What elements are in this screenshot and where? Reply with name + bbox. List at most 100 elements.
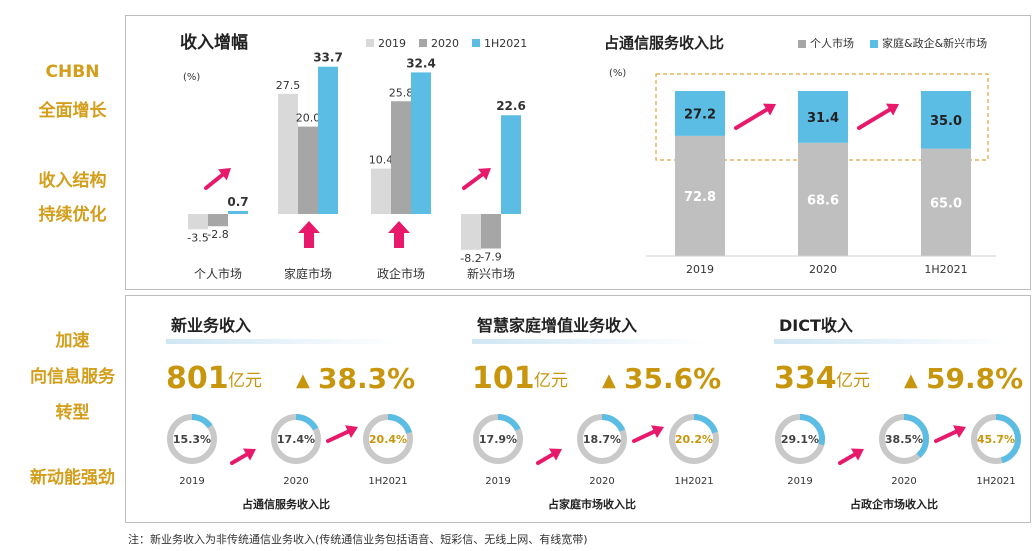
- ring-fill: [167, 414, 217, 464]
- ring-label-1-2: 20.2%: [675, 433, 713, 446]
- pink-up-arrow: [298, 221, 320, 248]
- metric-growth-1: 35.6%: [624, 362, 721, 395]
- legend-label-other: 家庭&政企&新兴市场: [882, 36, 987, 50]
- ring-2-0: 29.1% 2019: [775, 414, 825, 487]
- ring-2-1: 38.5% 2020: [879, 414, 929, 487]
- growth-bar-1-0: [278, 93, 298, 214]
- ring-0-1: 17.4% 2020: [271, 414, 321, 487]
- metric-growth-0: 38.3%: [318, 362, 415, 395]
- ring-label-1-1: 18.7%: [583, 433, 621, 446]
- share-category-label-1: 2020: [809, 263, 837, 276]
- share-category-label-2: 1H2021: [924, 263, 967, 276]
- growth-category-label-2: 政企市场: [377, 266, 425, 281]
- metric-underline-1: [472, 339, 707, 344]
- metric-caption-0: 占通信服务收入比: [242, 497, 330, 511]
- growth-bar-0-2: [228, 210, 248, 214]
- ring-label-0-0: 15.3%: [173, 433, 211, 446]
- growth-chart-unit: (%): [183, 72, 200, 83]
- metric-group-0: 新业务收入 801 亿元 ▲ 38.3% 15.3% 2019 17.4% 2020 20.4% 1…: [166, 316, 415, 511]
- growth-value-label-3-2: 22.6: [496, 99, 526, 113]
- share-chart-title: 占通信服务收入比: [604, 34, 724, 52]
- growth-chart-title: 收入增幅: [180, 32, 248, 53]
- growth-value-label-3-1: -7.9: [480, 251, 501, 264]
- ring-label-2-0: 29.1%: [781, 433, 819, 446]
- ring-label-1-0: 17.9%: [479, 433, 517, 446]
- growth-bar-2-1: [391, 101, 411, 214]
- metric-group-1: 智慧家庭增值业务收入 101 亿元 ▲ 35.6% 17.9% 2019 18.7% 2020 2…: [472, 316, 721, 511]
- share-bar-personal-1: [798, 142, 848, 256]
- sidebar-structure: 收入结构: [38, 171, 107, 191]
- ring-fill: [363, 414, 413, 464]
- ring-fill: [271, 414, 321, 464]
- legend-label-2019: 2019: [378, 37, 406, 50]
- share-bar-personal-0: [675, 135, 725, 256]
- metric-caption-2: 占政企市场收入比: [850, 497, 938, 511]
- growth-bar-2-2: [411, 72, 431, 214]
- growth-bar-3-1: [481, 214, 501, 249]
- share-label-personal-1: 68.6: [807, 193, 839, 208]
- ring-label-0-1: 17.4%: [277, 433, 315, 446]
- growth-value-label-0-1: -2.8: [207, 228, 228, 241]
- metric-up-triangle-icon-2: ▲: [904, 370, 918, 391]
- legend-swatch-1h2021: [472, 39, 480, 47]
- metric-unit-0: 亿元: [228, 371, 262, 391]
- metric-group-2: DICT收入 334 亿元 ▲ 59.8% 29.1% 2019 38.5% 2020 45.7%…: [774, 316, 1023, 511]
- ring-2-2: 45.7% 1H2021: [971, 414, 1021, 487]
- sidebar-to-info: 向信息服务: [30, 367, 115, 387]
- ring-1-2: 20.2% 1H2021: [669, 414, 719, 487]
- share-label-personal-2: 65.0: [930, 196, 962, 211]
- ring-label-2-1: 38.5%: [885, 433, 923, 446]
- growth-bar-2-0: [371, 168, 391, 214]
- pink-trend-arrow: [734, 103, 776, 130]
- metric-title-0: 新业务收入: [171, 316, 251, 335]
- share-bar-other-0: [675, 91, 725, 136]
- metric-unit-1: 亿元: [534, 371, 568, 391]
- growth-bar-3-0: [461, 214, 481, 250]
- sidebar-chbn: CHBN: [45, 62, 100, 82]
- share-bar-other-2: [921, 91, 971, 149]
- legend-label-2020: 2020: [431, 37, 459, 50]
- ring-0-0: 15.3% 2019: [167, 414, 217, 487]
- growth-bar-0-0: [188, 214, 208, 230]
- ring-fill: [669, 414, 719, 464]
- ring-year-1-2: 1H2021: [674, 476, 713, 487]
- pink-trend-arrow: [857, 103, 899, 130]
- growth-value-label-1-1: 20.0: [296, 112, 321, 125]
- growth-value-label-2-2: 32.4: [406, 56, 436, 70]
- metric-value-0: 801: [166, 361, 229, 396]
- metric-up-triangle-icon-0: ▲: [296, 370, 310, 391]
- ring-year-0-2: 1H2021: [368, 476, 407, 487]
- growth-value-label-2-1: 25.8: [389, 86, 414, 99]
- sidebar-optimize: 持续优化: [38, 205, 107, 225]
- ring-0-2: 20.4% 1H2021: [363, 414, 413, 487]
- ring-label-0-2: 20.4%: [369, 433, 407, 446]
- ring-fill: [971, 414, 1021, 464]
- ring-fill: [775, 414, 825, 464]
- sidebar-transform: 转型: [55, 403, 90, 423]
- share-label-other-0: 27.2: [684, 107, 716, 122]
- sidebar-full-growth: 全面增长: [38, 101, 107, 121]
- growth-chart-plot: -3.5-2.8 0.7 个人市场 27.5 20.0 33.7 家庭市场 10.4 25.8 3…: [187, 51, 526, 281]
- metric-unit-2: 亿元: [836, 371, 870, 391]
- share-label-other-1: 31.4: [807, 111, 839, 126]
- pink-trend-arrow: [230, 448, 256, 465]
- growth-bar-3-2: [501, 115, 521, 214]
- top-panel: 收入增幅 (%) 2019 2020 1H2021 -3.5 -2.8 0.7 个人市…: [125, 15, 1031, 290]
- legend-label-1h2021: 1H2021: [484, 37, 527, 50]
- growth-value-label-3-0: -8.2: [460, 252, 481, 265]
- share-bar-personal-2: [921, 148, 971, 256]
- metric-underline-2: [774, 339, 1009, 344]
- pink-trend-arrow: [204, 168, 231, 190]
- growth-bar-1-2: [318, 66, 338, 214]
- pink-trend-arrow: [632, 425, 664, 443]
- metric-up-triangle-icon-1: ▲: [602, 370, 616, 391]
- metric-value-1: 101: [472, 361, 535, 396]
- legend-swatch-2019: [366, 39, 374, 47]
- growth-value-label-0-2: 0.7: [227, 195, 248, 209]
- ring-1-1: 18.7% 2020: [577, 414, 627, 487]
- legend-swatch-personal: [798, 40, 806, 48]
- bottom-panel: 新业务收入 801 亿元 ▲ 38.3% 15.3% 2019 17.4% 2020 20.4% 1…: [125, 295, 1031, 523]
- growth-category-label-1: 家庭市场: [284, 266, 332, 281]
- metric-growth-2: 59.8%: [926, 362, 1023, 395]
- growth-value-label-0-0: -3.5: [187, 231, 208, 244]
